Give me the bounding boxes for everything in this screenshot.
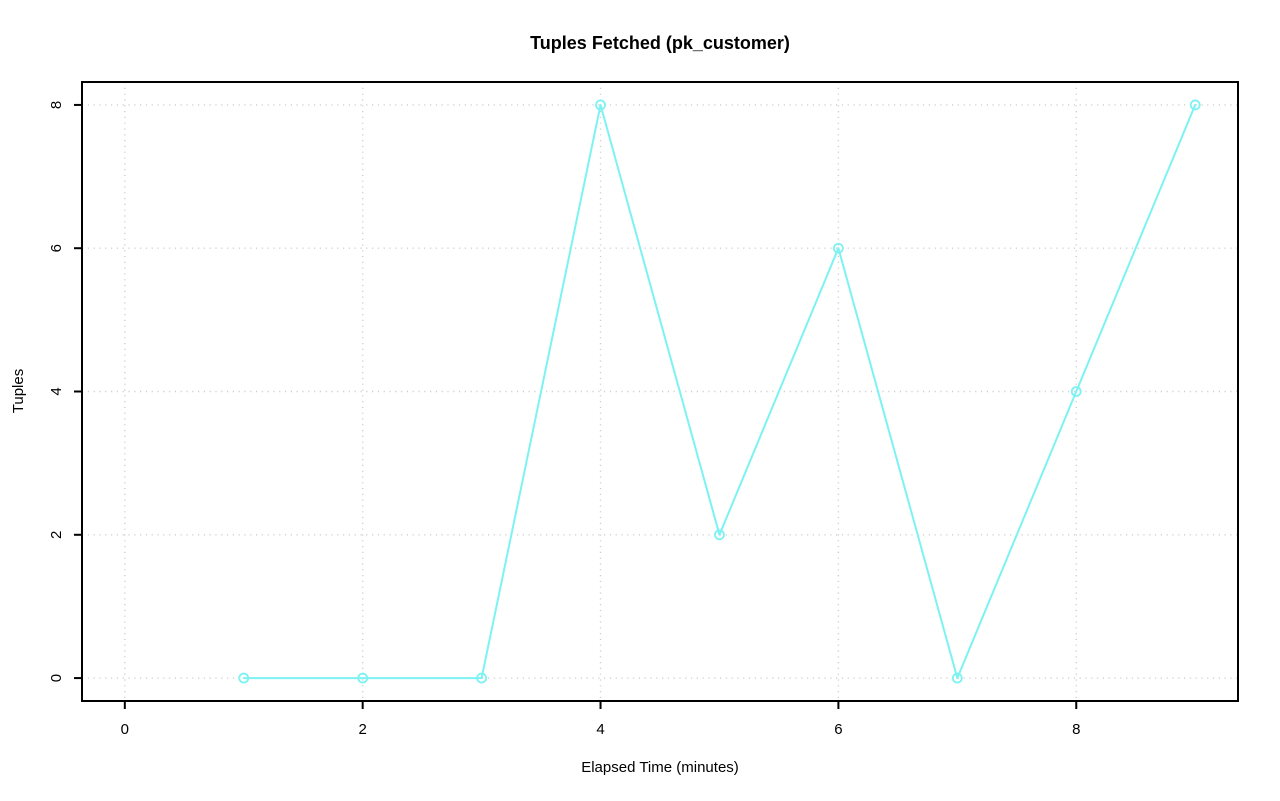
chart-title: Tuples Fetched (pk_customer): [530, 33, 790, 53]
x-tick-label: 2: [359, 721, 367, 738]
data-point: [951, 672, 963, 684]
data-point: [476, 672, 488, 684]
y-axis-title: Tuples: [10, 369, 27, 413]
y-tick-label: 0: [48, 674, 65, 682]
x-tick-label: 0: [121, 721, 129, 738]
y-tick-label: 6: [48, 244, 65, 252]
data-point: [1070, 386, 1082, 397]
plot-box: [81, 81, 1239, 702]
x-tick-label: 6: [834, 721, 842, 738]
data-point: [1189, 99, 1201, 111]
grid-lines: [82, 82, 1238, 701]
x-axis: 0 2 4 6 8: [121, 701, 1080, 738]
y-tick-label: 2: [48, 531, 65, 539]
y-axis: 0 2 4 6 8: [48, 101, 82, 682]
x-axis-title: Elapsed Time (minutes): [581, 759, 739, 776]
y-tick-label: 8: [48, 101, 65, 109]
x-tick-label: 8: [1072, 721, 1080, 738]
data-point: [714, 529, 725, 541]
series-line: [242, 103, 1197, 680]
data-point: [357, 672, 369, 684]
data-point: [595, 99, 606, 111]
y-tick-label: 4: [48, 387, 65, 395]
data-point: [832, 242, 844, 254]
x-tick-label: 4: [596, 721, 604, 738]
data-point: [238, 672, 250, 684]
data-series: [238, 99, 1201, 684]
